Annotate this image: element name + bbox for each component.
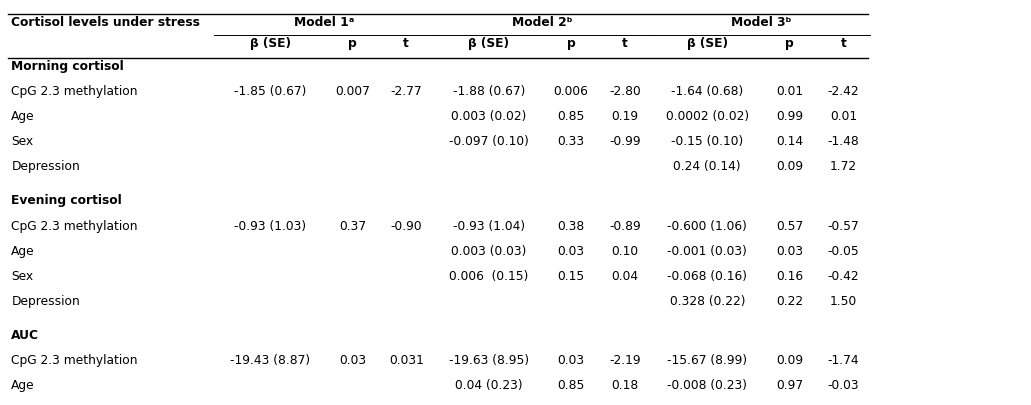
Text: -0.90: -0.90 [391, 220, 422, 232]
Text: Morning cortisol: Morning cortisol [11, 60, 124, 72]
Text: Model 1ᵃ: Model 1ᵃ [294, 16, 354, 29]
Text: -0.89: -0.89 [609, 220, 640, 232]
Text: 0.04 (0.23): 0.04 (0.23) [455, 379, 523, 392]
Text: Model 2ᵇ: Model 2ᵇ [512, 16, 572, 29]
Text: Sex: Sex [11, 270, 33, 283]
Text: -1.48: -1.48 [828, 135, 859, 148]
Text: -0.03: -0.03 [828, 379, 859, 392]
Text: 0.19: 0.19 [611, 110, 638, 123]
Text: -1.74: -1.74 [828, 354, 859, 367]
Text: -0.05: -0.05 [828, 245, 859, 258]
Text: 0.006: 0.006 [554, 85, 589, 98]
Text: β (SE): β (SE) [250, 37, 291, 50]
Text: 0.0002 (0.02): 0.0002 (0.02) [666, 110, 749, 123]
Text: 0.10: 0.10 [611, 245, 638, 258]
Text: p: p [567, 37, 575, 50]
Text: -19.43 (8.87): -19.43 (8.87) [230, 354, 310, 367]
Text: 0.24 (0.14): 0.24 (0.14) [673, 160, 741, 173]
Text: -0.097 (0.10): -0.097 (0.10) [448, 135, 529, 148]
Text: t: t [840, 37, 846, 50]
Text: β (SE): β (SE) [468, 37, 509, 50]
Text: Age: Age [11, 379, 35, 392]
Text: -15.67 (8.99): -15.67 (8.99) [667, 354, 747, 367]
Text: -2.77: -2.77 [391, 85, 422, 98]
Text: t: t [622, 37, 628, 50]
Text: 0.57: 0.57 [776, 220, 803, 232]
Text: Age: Age [11, 110, 35, 123]
Text: -0.15 (0.10): -0.15 (0.10) [671, 135, 743, 148]
Text: 0.99: 0.99 [776, 110, 803, 123]
Text: -0.99: -0.99 [609, 135, 640, 148]
Text: Model 3ᵇ: Model 3ᵇ [731, 16, 791, 29]
Text: 0.85: 0.85 [558, 379, 585, 392]
Text: 0.03: 0.03 [776, 245, 803, 258]
Text: 0.006  (0.15): 0.006 (0.15) [450, 270, 528, 283]
Text: -0.93 (1.04): -0.93 (1.04) [453, 220, 525, 232]
Text: 0.22: 0.22 [776, 295, 803, 308]
Text: -0.001 (0.03): -0.001 (0.03) [667, 245, 747, 258]
Text: p: p [348, 37, 357, 50]
Text: -2.80: -2.80 [609, 85, 640, 98]
Text: 0.09: 0.09 [776, 354, 803, 367]
Text: AUC: AUC [11, 329, 39, 342]
Text: β (SE): β (SE) [687, 37, 728, 50]
Text: Cortisol levels under stress: Cortisol levels under stress [11, 16, 200, 29]
Text: 0.01: 0.01 [830, 110, 857, 123]
Text: 0.03: 0.03 [558, 245, 585, 258]
Text: 0.007: 0.007 [335, 85, 370, 98]
Text: Evening cortisol: Evening cortisol [11, 194, 122, 207]
Text: 0.03: 0.03 [339, 354, 366, 367]
Text: 0.01: 0.01 [776, 85, 803, 98]
Text: -1.88 (0.67): -1.88 (0.67) [453, 85, 525, 98]
Text: -0.600 (1.06): -0.600 (1.06) [667, 220, 747, 232]
Text: 0.14: 0.14 [776, 135, 803, 148]
Text: -2.19: -2.19 [609, 354, 640, 367]
Text: 0.85: 0.85 [558, 110, 585, 123]
Text: 0.37: 0.37 [339, 220, 366, 232]
Text: 1.72: 1.72 [830, 160, 857, 173]
Text: -2.42: -2.42 [828, 85, 859, 98]
Text: 0.33: 0.33 [558, 135, 585, 148]
Text: 0.97: 0.97 [776, 379, 803, 392]
Text: -1.85 (0.67): -1.85 (0.67) [234, 85, 306, 98]
Text: 0.003 (0.03): 0.003 (0.03) [451, 245, 527, 258]
Text: 0.031: 0.031 [389, 354, 424, 367]
Text: t: t [403, 37, 409, 50]
Text: CpG 2.3 methylation: CpG 2.3 methylation [11, 354, 138, 367]
Text: -0.93 (1.03): -0.93 (1.03) [234, 220, 306, 232]
Text: Depression: Depression [11, 295, 80, 308]
Text: CpG 2.3 methylation: CpG 2.3 methylation [11, 85, 138, 98]
Text: 0.15: 0.15 [558, 270, 585, 283]
Text: p: p [786, 37, 794, 50]
Text: 0.003 (0.02): 0.003 (0.02) [451, 110, 527, 123]
Text: Depression: Depression [11, 160, 80, 173]
Text: 0.16: 0.16 [776, 270, 803, 283]
Text: Age: Age [11, 245, 35, 258]
Text: -19.63 (8.95): -19.63 (8.95) [448, 354, 529, 367]
Text: -0.068 (0.16): -0.068 (0.16) [667, 270, 747, 283]
Text: -0.57: -0.57 [828, 220, 859, 232]
Text: 0.18: 0.18 [611, 379, 638, 392]
Text: -1.64 (0.68): -1.64 (0.68) [671, 85, 743, 98]
Text: -0.008 (0.23): -0.008 (0.23) [667, 379, 747, 392]
Text: Sex: Sex [11, 135, 33, 148]
Text: 0.04: 0.04 [611, 270, 638, 283]
Text: 0.38: 0.38 [558, 220, 585, 232]
Text: -0.42: -0.42 [828, 270, 859, 283]
Text: 0.03: 0.03 [558, 354, 585, 367]
Text: CpG 2.3 methylation: CpG 2.3 methylation [11, 220, 138, 232]
Text: 1.50: 1.50 [830, 295, 857, 308]
Text: 0.09: 0.09 [776, 160, 803, 173]
Text: 0.328 (0.22): 0.328 (0.22) [669, 295, 745, 308]
